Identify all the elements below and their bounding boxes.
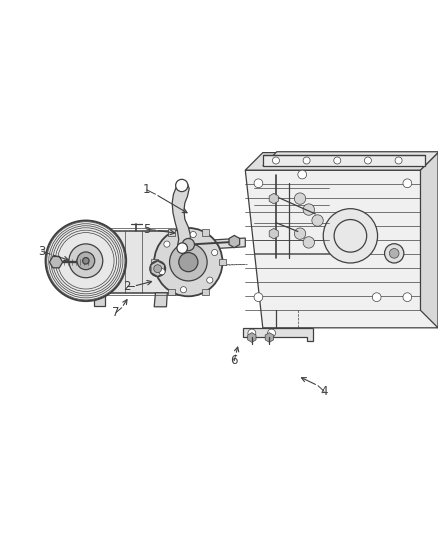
Circle shape <box>154 265 162 273</box>
Circle shape <box>180 287 187 293</box>
Circle shape <box>179 253 198 272</box>
Circle shape <box>303 157 310 164</box>
Circle shape <box>254 179 263 188</box>
Circle shape <box>312 215 323 226</box>
Circle shape <box>303 204 314 215</box>
Circle shape <box>395 157 402 164</box>
Circle shape <box>403 179 412 188</box>
FancyBboxPatch shape <box>168 289 175 295</box>
Text: 6: 6 <box>230 354 238 367</box>
Circle shape <box>83 257 89 264</box>
Polygon shape <box>85 231 184 293</box>
Circle shape <box>77 252 95 270</box>
Text: 4: 4 <box>320 385 328 398</box>
Polygon shape <box>245 152 438 170</box>
Text: 2: 2 <box>123 280 131 293</box>
Circle shape <box>176 179 188 191</box>
FancyBboxPatch shape <box>168 230 175 236</box>
Circle shape <box>46 221 126 301</box>
Text: 7: 7 <box>112 306 120 319</box>
Text: 3: 3 <box>38 245 45 257</box>
Polygon shape <box>245 170 438 328</box>
Circle shape <box>268 329 276 337</box>
Circle shape <box>207 277 213 283</box>
Circle shape <box>298 170 307 179</box>
Circle shape <box>182 238 194 251</box>
Text: 1: 1 <box>143 183 151 196</box>
Circle shape <box>303 237 314 248</box>
Circle shape <box>170 244 207 281</box>
Circle shape <box>385 244 404 263</box>
Circle shape <box>334 157 341 164</box>
Circle shape <box>254 293 263 302</box>
Circle shape <box>154 228 223 296</box>
Circle shape <box>248 329 256 337</box>
Circle shape <box>403 293 412 302</box>
FancyBboxPatch shape <box>151 259 158 265</box>
FancyBboxPatch shape <box>202 289 209 295</box>
Circle shape <box>177 243 187 253</box>
Polygon shape <box>420 152 438 328</box>
Circle shape <box>389 248 399 258</box>
Circle shape <box>69 244 103 278</box>
Polygon shape <box>172 182 191 254</box>
FancyBboxPatch shape <box>202 230 209 236</box>
Circle shape <box>150 261 166 277</box>
Polygon shape <box>263 152 438 166</box>
Circle shape <box>159 269 165 275</box>
Circle shape <box>294 193 306 204</box>
Circle shape <box>323 209 378 263</box>
Polygon shape <box>263 155 425 166</box>
Polygon shape <box>243 328 313 341</box>
Circle shape <box>294 228 306 239</box>
Circle shape <box>190 231 196 238</box>
Polygon shape <box>94 293 105 306</box>
Text: 5: 5 <box>143 223 150 236</box>
Circle shape <box>212 249 218 256</box>
Circle shape <box>364 157 371 164</box>
Circle shape <box>372 293 381 302</box>
Circle shape <box>164 241 170 247</box>
Circle shape <box>272 157 279 164</box>
Polygon shape <box>171 238 245 251</box>
Polygon shape <box>154 293 167 307</box>
FancyBboxPatch shape <box>219 259 226 265</box>
